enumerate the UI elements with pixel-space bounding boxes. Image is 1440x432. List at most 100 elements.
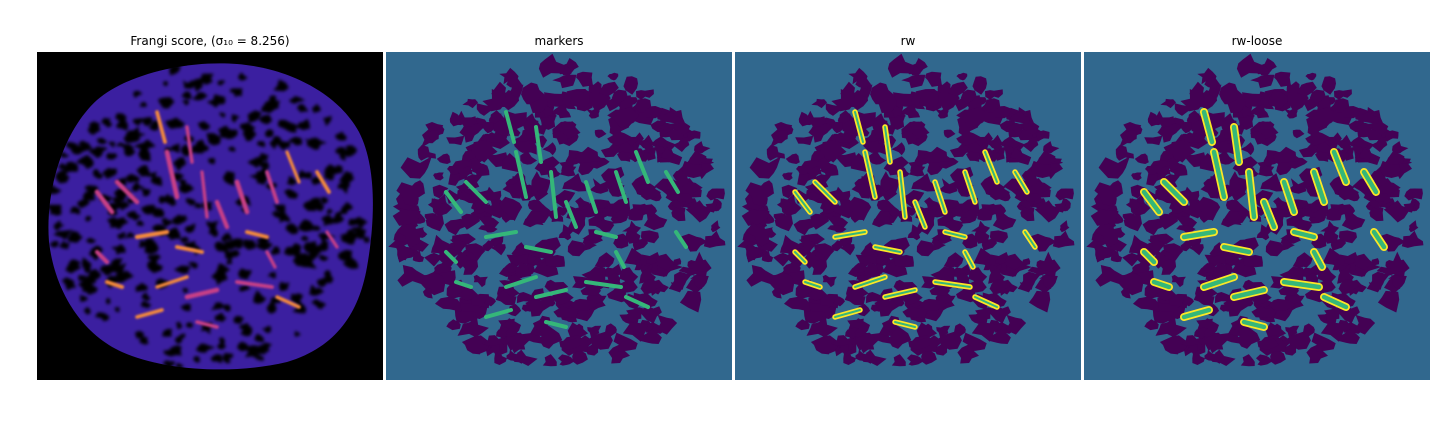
rw-image: [735, 52, 1081, 380]
tissue-blob: [672, 137, 690, 152]
dark-hole: [256, 166, 268, 179]
tissue-blob: [1176, 216, 1198, 229]
tissue-blob: [461, 335, 494, 354]
tissue-blob: [1354, 122, 1371, 134]
tissue-blob: [640, 204, 658, 217]
tissue-blob: [516, 292, 535, 304]
dark-hole: [181, 91, 193, 99]
tissue-blob: [1212, 262, 1230, 278]
tissue-blob: [803, 251, 821, 269]
segment-core: [1181, 229, 1217, 240]
tissue-blob: [1279, 266, 1304, 284]
marker-segment: [614, 170, 628, 204]
tissue-blob: [1225, 199, 1242, 212]
dark-hole: [247, 345, 259, 353]
tissue-blob: [1265, 322, 1287, 341]
dark-hole: [197, 121, 211, 131]
tissue-blob: [1341, 106, 1360, 119]
markers-title: markers: [534, 34, 584, 48]
tissue-blob: [809, 116, 826, 128]
dark-hole: [139, 102, 147, 108]
tissue-blob: [527, 199, 544, 212]
tissue-blob: [910, 121, 926, 130]
dark-hole: [211, 271, 228, 286]
dark-hole: [125, 232, 135, 238]
tissue-blob: [911, 173, 935, 192]
tissue-blob: [640, 279, 662, 293]
dark-hole: [296, 104, 309, 113]
tissue-blob: [1035, 130, 1050, 142]
dark-hole: [207, 158, 216, 165]
tissue-blob: [1305, 132, 1333, 146]
segment-core: [1141, 249, 1157, 265]
dark-hole: [169, 65, 181, 76]
tissue-blob: [521, 82, 541, 104]
tissue-blob: [795, 135, 814, 146]
dark-hole: [214, 312, 227, 323]
tissue-blob: [1090, 209, 1119, 226]
dark-hole: [141, 117, 152, 127]
markers-image: [386, 52, 732, 380]
tissue-blob: [1144, 135, 1163, 146]
dark-hole: [206, 220, 219, 231]
tissue-blob: [581, 266, 606, 284]
tissue-blob: [639, 329, 662, 344]
tissue-blob: [693, 275, 706, 289]
dark-hole: [49, 240, 59, 248]
frangi-ridge: [265, 250, 277, 269]
tissue-blob: [1344, 258, 1356, 265]
segment-core: [1311, 169, 1327, 205]
dark-hole: [124, 147, 136, 157]
dark-hole: [191, 78, 203, 92]
tissue-blob: [796, 165, 813, 175]
tissue-blob: [396, 244, 416, 261]
tissue-blob: [611, 89, 628, 104]
tissue-blob: [607, 72, 619, 81]
tissue-blob: [971, 220, 991, 234]
tissue-blob: [1174, 103, 1191, 116]
dark-hole: [78, 140, 94, 152]
dark-hole: [46, 184, 62, 195]
dark-hole: [285, 223, 299, 235]
dark-hole: [76, 198, 91, 209]
tissue-blob: [804, 191, 821, 201]
tissue-blob: [1318, 280, 1336, 293]
segment-core: [884, 126, 891, 163]
dark-hole: [192, 145, 204, 154]
tissue-blob: [818, 157, 832, 171]
dark-hole: [326, 208, 334, 214]
dark-hole: [140, 188, 151, 197]
tissue-blob: [943, 129, 956, 139]
dark-hole: [84, 185, 96, 192]
segment-core: [914, 201, 926, 228]
dark-hole: [274, 135, 282, 143]
marker-segment: [534, 125, 543, 164]
dark-hole: [217, 342, 227, 350]
tissue-blob: [558, 224, 574, 241]
tissue-blob: [1383, 200, 1410, 223]
dark-hole: [136, 164, 150, 178]
tissue-blob: [427, 198, 445, 211]
tissue-blob: [827, 225, 847, 233]
tissue-blob: [956, 132, 984, 146]
tissue-blob: [960, 89, 977, 104]
tissue-blob: [520, 150, 538, 165]
dark-hole: [96, 138, 108, 145]
dark-hole: [340, 201, 353, 215]
tissue-blob: [825, 103, 842, 116]
tissue-blob: [1243, 254, 1263, 268]
tissue-blob: [1180, 122, 1192, 134]
dark-hole: [238, 322, 252, 331]
tissue-blob: [966, 151, 981, 162]
segment-core: [1321, 294, 1349, 310]
tissue-blob: [1123, 122, 1142, 138]
tissue-blob: [1120, 287, 1131, 299]
tissue-blob: [839, 243, 855, 256]
segment-core: [1231, 124, 1242, 165]
tissue-blob: [1223, 299, 1248, 317]
tissue-blob: [625, 229, 641, 244]
tissue-blob: [1229, 171, 1245, 192]
tissue-blob: [948, 207, 967, 218]
tissue-blob: [908, 338, 930, 350]
dark-hole: [324, 173, 335, 181]
